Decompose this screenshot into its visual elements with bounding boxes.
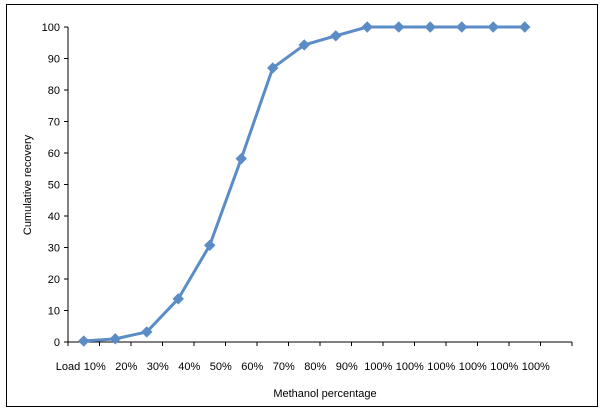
data-point-marker bbox=[361, 21, 373, 33]
x-tick-label: 70% bbox=[273, 361, 295, 373]
data-point-marker bbox=[235, 152, 247, 165]
x-tick-label: 80% bbox=[304, 361, 326, 373]
data-point-marker bbox=[78, 335, 90, 347]
data-point-marker bbox=[519, 21, 531, 33]
y-tick-label: 10 bbox=[48, 306, 60, 318]
y-tick-label: 40 bbox=[48, 211, 60, 223]
y-tick-label: 100 bbox=[42, 22, 60, 34]
x-tick-label: 40% bbox=[178, 361, 200, 373]
x-axis-ticks: Load 10% 20% 30% 40% 50% 60% 70% 80% 90% 100% 100% 1… bbox=[56, 342, 573, 373]
x-tick-label: 20% bbox=[115, 361, 137, 373]
data-point-marker bbox=[172, 293, 184, 305]
x-axis-title: Methanol percentage bbox=[273, 388, 376, 400]
x-tick-label: 60% bbox=[241, 361, 263, 373]
x-tick-label: 100% bbox=[364, 361, 392, 373]
x-tick-label: 100% bbox=[427, 361, 455, 373]
data-point-marker bbox=[330, 30, 342, 42]
data-point-marker bbox=[109, 333, 121, 345]
y-tick-label: 0 bbox=[54, 337, 60, 349]
y-tick-label: 50 bbox=[48, 180, 60, 192]
data-point-marker bbox=[267, 62, 279, 74]
x-tick-label: 100% bbox=[522, 361, 550, 373]
data-point-marker bbox=[393, 21, 405, 33]
chart-frame bbox=[6, 4, 598, 407]
data-point-marker bbox=[487, 21, 499, 33]
x-tick-label: 30% bbox=[147, 361, 169, 373]
y-tick-label: 80 bbox=[48, 85, 60, 97]
y-tick-label: 30 bbox=[48, 243, 60, 255]
y-tick-label: 90 bbox=[48, 54, 60, 66]
y-tick-label: 60 bbox=[48, 148, 60, 160]
x-tick-label: 100% bbox=[396, 361, 424, 373]
y-axis-title: Cumulative recovery bbox=[22, 134, 34, 235]
data-point-marker bbox=[141, 326, 153, 338]
y-tick-label: 20 bbox=[48, 274, 60, 286]
data-point-marker bbox=[204, 239, 216, 252]
x-tick-label: 90% bbox=[336, 361, 358, 373]
data-point-marker bbox=[424, 21, 436, 33]
y-axis-ticks: 0 10 20 30 40 50 60 70 80 90 100 bbox=[42, 22, 68, 349]
series-group bbox=[78, 21, 531, 347]
series-line bbox=[83, 25, 525, 343]
x-tick-label: 50% bbox=[210, 361, 232, 373]
data-point-marker bbox=[298, 39, 310, 51]
x-tick-label: Load bbox=[56, 361, 80, 373]
y-tick-label: 70 bbox=[48, 117, 60, 129]
x-tick-label: 10% bbox=[84, 361, 106, 373]
data-point-marker bbox=[456, 21, 468, 33]
x-tick-label: 100% bbox=[490, 361, 518, 373]
x-tick-label: 100% bbox=[459, 361, 487, 373]
